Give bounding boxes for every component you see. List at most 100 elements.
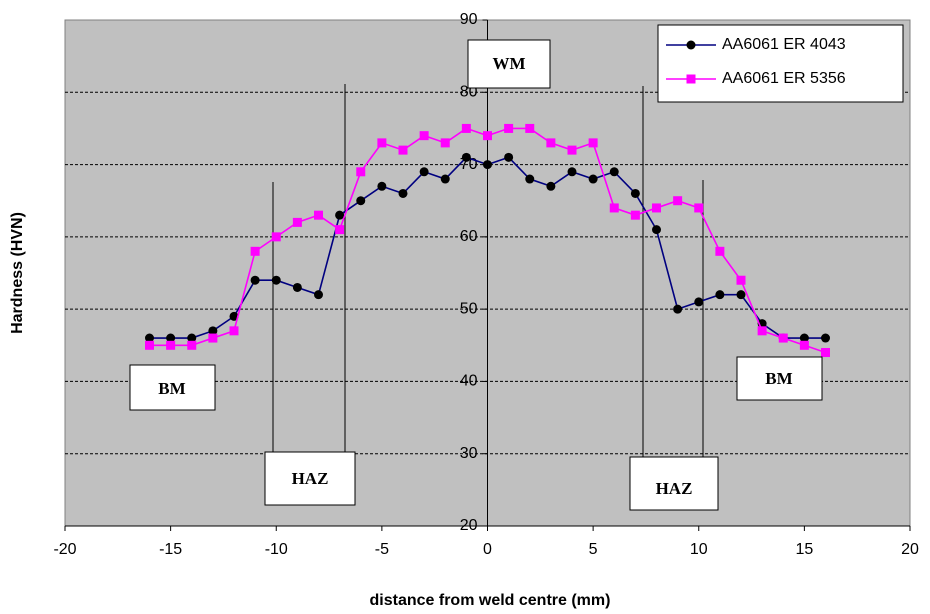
marker (356, 167, 366, 177)
annotation-box (467, 39, 551, 89)
marker (292, 282, 302, 292)
x-tick-label: 0 (483, 541, 492, 558)
marker (398, 188, 408, 198)
marker (419, 131, 429, 141)
legend-label: AA6061 ER 5356 (722, 70, 846, 87)
y-tick-label: 60 (460, 228, 478, 245)
x-tick-label: -10 (265, 541, 288, 558)
marker (208, 333, 218, 343)
marker (546, 138, 556, 148)
marker (686, 74, 696, 84)
marker (271, 232, 281, 242)
marker (461, 152, 471, 162)
marker (292, 217, 302, 227)
marker (187, 333, 197, 343)
y-tick-label: 30 (460, 445, 478, 462)
annotation: HAZ (292, 469, 329, 488)
marker (588, 138, 598, 148)
marker (440, 138, 450, 148)
marker (208, 326, 218, 336)
marker (271, 275, 281, 285)
marker (609, 203, 619, 213)
marker (145, 333, 154, 343)
annotation-boxes: BM HAZ WM HAZ BM (129, 39, 823, 511)
marker (694, 297, 704, 307)
x-axis-title: distance from weld centre (mm) (370, 592, 611, 609)
marker (715, 290, 725, 300)
x-tick-label: 20 (901, 541, 919, 558)
marker (314, 290, 323, 300)
marker (483, 131, 492, 141)
marker (504, 123, 514, 133)
series-layer (145, 123, 830, 358)
marker (483, 160, 492, 170)
marker (504, 152, 514, 162)
x-tick-label: -15 (159, 541, 182, 558)
y-axis-title: Hardness (HVN) (9, 212, 26, 334)
marker (250, 246, 260, 256)
marker (461, 123, 471, 133)
annotation-box (629, 456, 719, 511)
marker (673, 304, 683, 314)
marker (652, 225, 661, 235)
marker (335, 225, 345, 235)
annotation: BM (158, 379, 185, 398)
marker (757, 326, 767, 336)
annotation: HAZ (656, 479, 693, 498)
marker (694, 203, 704, 213)
marker (377, 138, 387, 148)
series (145, 152, 830, 343)
marker (166, 333, 176, 343)
y-tick-label: 40 (460, 373, 478, 390)
legend-box (657, 24, 904, 103)
legend: AA6061 ER 4043 AA6061 ER 5356 (657, 24, 904, 103)
marker (145, 340, 154, 350)
marker (166, 340, 176, 350)
annotation: BM (765, 369, 792, 388)
marker (821, 348, 830, 358)
y-tick-label: 90 (460, 11, 478, 28)
x-tick-label: 5 (589, 541, 598, 558)
x-tick-label: 15 (795, 541, 813, 558)
legend-label: AA6061 ER 4043 (722, 36, 846, 53)
marker (652, 203, 661, 213)
marker (821, 333, 830, 343)
marker (799, 333, 809, 343)
marker (567, 145, 577, 155)
marker (356, 196, 366, 206)
marker (799, 340, 809, 350)
y-tick-label: 50 (460, 300, 478, 317)
x-tick-label: -20 (53, 541, 76, 558)
marker (398, 145, 408, 155)
marker (187, 340, 197, 350)
series (145, 123, 830, 358)
marker (630, 188, 640, 198)
marker (229, 326, 239, 336)
marker (419, 167, 429, 177)
x-tick-label: -5 (375, 541, 389, 558)
marker (250, 275, 260, 285)
marker (525, 174, 535, 184)
marker (630, 210, 640, 220)
marker (567, 167, 577, 177)
marker (715, 246, 725, 256)
marker (673, 196, 683, 206)
marker (778, 333, 788, 343)
marker (440, 174, 450, 184)
annotations-layer (272, 84, 704, 457)
annotation: WM (492, 54, 525, 73)
annotation-box (129, 364, 216, 411)
marker (229, 311, 239, 321)
marker (314, 210, 323, 220)
marker (525, 123, 535, 133)
annotation-box (736, 356, 823, 401)
annotation-box (264, 451, 356, 506)
marker (609, 167, 619, 177)
marker (377, 181, 387, 191)
marker (736, 275, 746, 285)
x-tick-label: 10 (690, 541, 708, 558)
marker (588, 174, 598, 184)
marker (736, 290, 746, 300)
marker (335, 210, 345, 220)
